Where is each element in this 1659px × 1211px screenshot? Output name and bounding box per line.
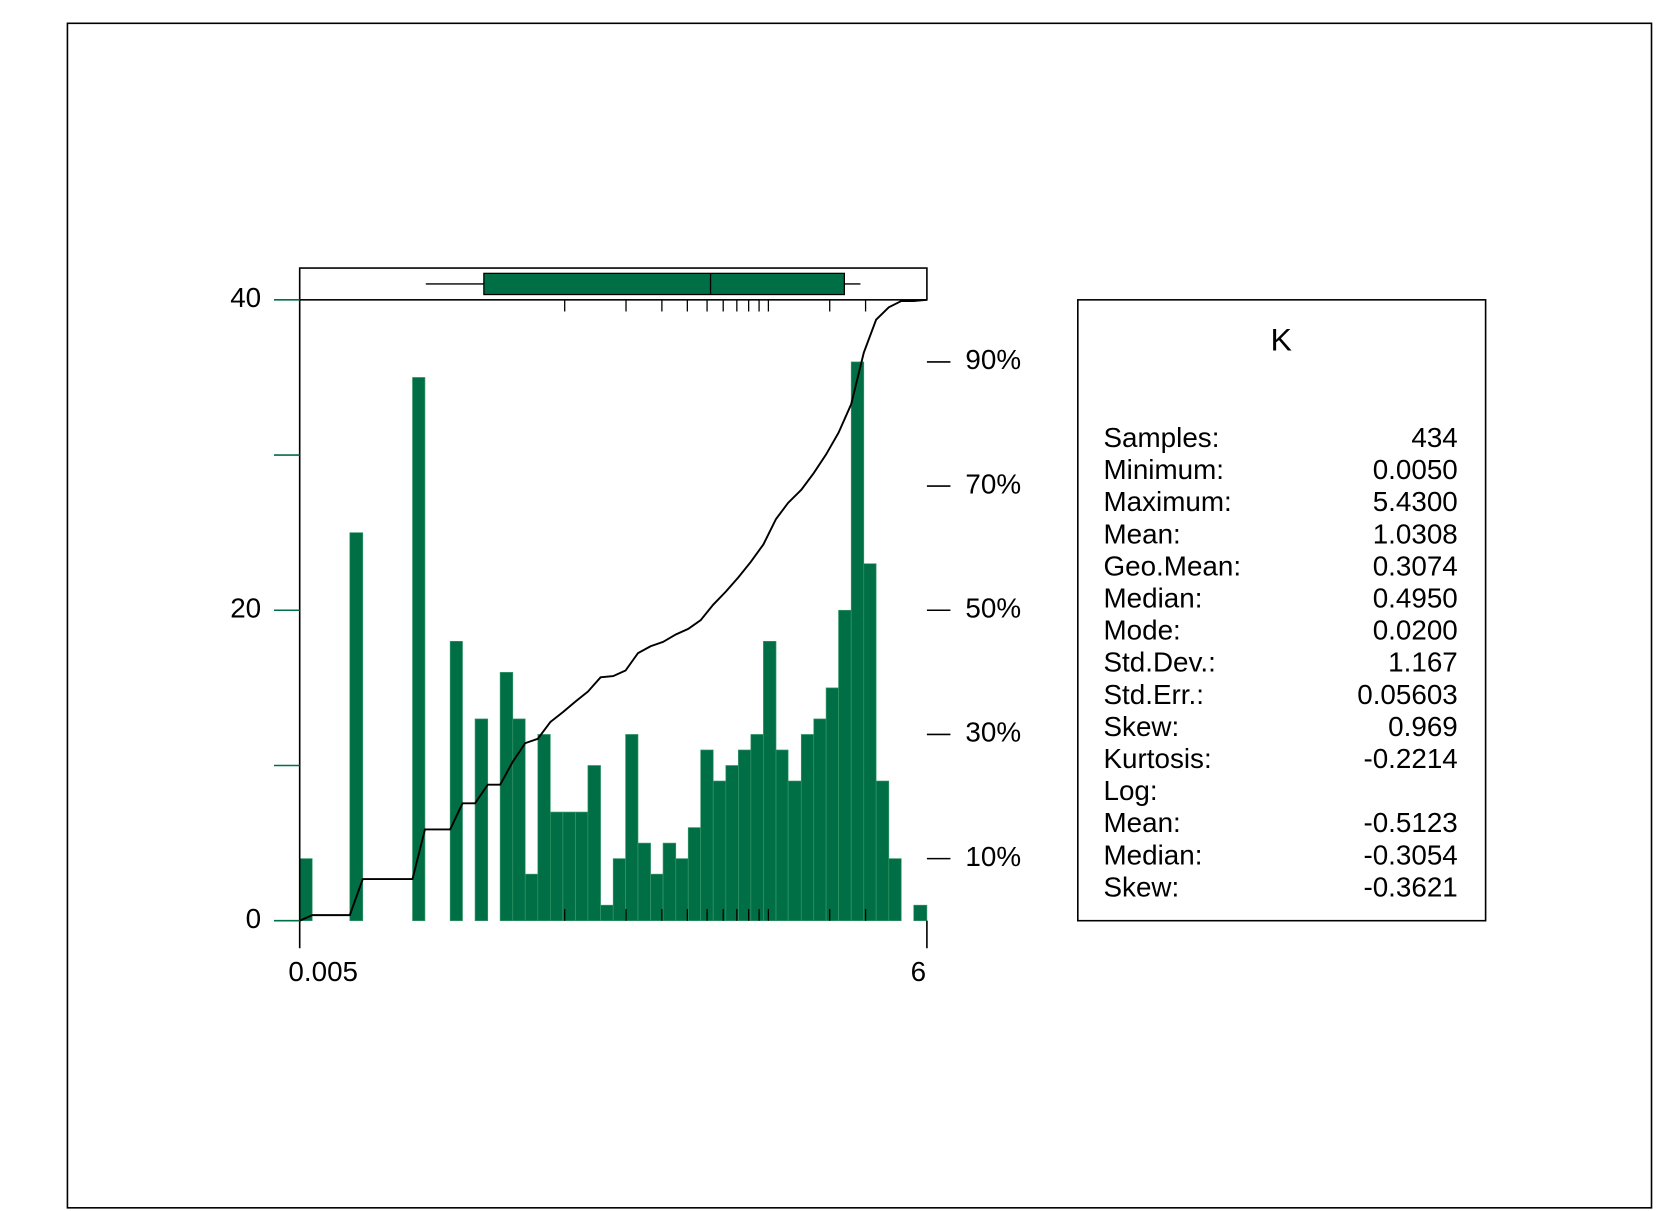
bar: [763, 640, 777, 922]
x-tick-label: 6: [911, 956, 926, 987]
stat-value: 0.3074: [1373, 551, 1458, 582]
stat-value: 0.969: [1388, 711, 1458, 742]
stat-value: -0.3054: [1363, 839, 1457, 870]
bar: [750, 734, 764, 922]
bar: [700, 749, 714, 922]
y2-tick-label: 30%: [965, 717, 1021, 748]
boxplot-frame: [298, 267, 928, 301]
stat-label: Median:: [1104, 583, 1203, 614]
bar: [512, 718, 526, 922]
bar: [875, 780, 890, 922]
stat-label: Median:: [1104, 839, 1203, 870]
box: [483, 272, 845, 296]
stats-box: [1077, 299, 1487, 922]
stat-label: Std.Dev.:: [1104, 647, 1216, 678]
stat-label: Log:: [1104, 775, 1158, 806]
stat-value: 0.0050: [1373, 454, 1458, 485]
bar: [449, 640, 463, 922]
x-tick-label: 0.005: [288, 956, 358, 987]
bar: [800, 734, 815, 922]
stat-value: -0.5123: [1363, 807, 1457, 838]
stat-label: Std.Err.:: [1104, 679, 1204, 710]
y2-tick-label: 90%: [965, 344, 1021, 375]
bar: [625, 734, 639, 922]
stat-label: Skew:: [1104, 711, 1180, 742]
bar: [787, 780, 802, 922]
stat-label: Samples:: [1104, 422, 1220, 453]
y2-tick-label: 70%: [965, 468, 1021, 499]
cumulative-line: [299, 298, 927, 922]
bar: [888, 858, 902, 922]
bar: [524, 873, 539, 922]
bar: [650, 873, 664, 922]
bar: [775, 749, 789, 922]
stat-label: Mean:: [1104, 807, 1181, 838]
bar: [600, 904, 614, 922]
bar: [587, 765, 601, 922]
stat-label: Kurtosis:: [1104, 743, 1212, 774]
bar: [412, 377, 426, 922]
bar: [725, 765, 739, 922]
bar: [838, 609, 852, 922]
bar: [474, 718, 489, 922]
stat-label: Geo.Mean:: [1104, 551, 1242, 582]
stat-label: Maximum:: [1104, 486, 1232, 517]
bar: [850, 361, 865, 922]
bar: [299, 858, 313, 922]
bar: [675, 858, 689, 922]
stat-label: Mean:: [1104, 518, 1181, 549]
y-tick-label: 20: [230, 593, 261, 624]
bar: [913, 904, 928, 922]
stat-label: Mode:: [1104, 615, 1181, 646]
bar: [562, 811, 576, 922]
stat-value: 0.4950: [1373, 583, 1458, 614]
stat-label: Minimum:: [1104, 454, 1225, 485]
bar: [813, 718, 827, 922]
bar: [537, 734, 551, 922]
y-tick-label: 0: [246, 903, 261, 934]
stats-title: K: [1270, 322, 1291, 358]
stat-value: -0.3621: [1363, 872, 1457, 903]
bar: [687, 827, 701, 922]
bar: [863, 563, 877, 922]
stat-label: Skew:: [1104, 872, 1180, 903]
stat-value: 1.167: [1388, 647, 1458, 678]
bar: [738, 749, 752, 922]
y2-tick-label: 50%: [965, 593, 1021, 624]
bar: [662, 842, 677, 922]
bar: [499, 672, 514, 922]
bar: [637, 842, 651, 922]
bar: [825, 687, 839, 922]
bar: [349, 532, 364, 922]
y2-tick-label: 10%: [965, 841, 1021, 872]
bar: [712, 780, 727, 922]
stat-value: 5.4300: [1373, 486, 1458, 517]
outer-frame: [66, 22, 1653, 1209]
bar: [575, 811, 589, 922]
stat-value: -0.2214: [1363, 743, 1457, 774]
bar: [550, 811, 564, 922]
stat-value: 0.05603: [1357, 679, 1458, 710]
bar: [612, 858, 626, 922]
stat-value: 0.0200: [1373, 615, 1458, 646]
stat-value: 1.0308: [1373, 518, 1458, 549]
stat-value: 434: [1411, 422, 1457, 453]
y-tick-label: 40: [230, 282, 261, 313]
